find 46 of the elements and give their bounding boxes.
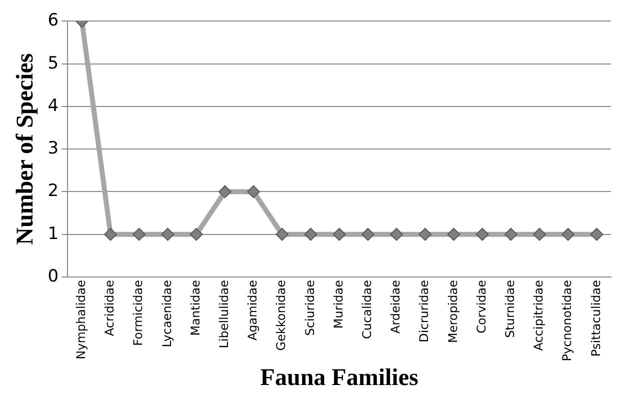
x-tick-label: Mantidae — [188, 280, 202, 336]
x-tick-label: Pycnonotidae — [560, 280, 574, 362]
y-tick-label: 6 — [48, 10, 59, 31]
point — [304, 228, 318, 241]
point — [476, 228, 489, 241]
point — [190, 228, 203, 241]
y-tick-label: 1 — [48, 224, 59, 244]
x-tick-label: Formicidae — [131, 280, 146, 346]
x-tick-label: Accipitridae — [532, 280, 546, 351]
x-tick-label: Gekkonidae — [274, 280, 288, 351]
point — [390, 228, 404, 241]
point — [161, 228, 174, 241]
x-tick-label: Ardeidae — [388, 280, 403, 334]
point — [418, 228, 432, 241]
point — [533, 228, 546, 241]
point — [218, 185, 232, 198]
x-tick-label: Psittaculidae — [588, 280, 603, 357]
point — [332, 228, 346, 241]
x-tick-label: Agamidae — [246, 280, 260, 341]
y-tick-label: 5 — [48, 53, 59, 74]
x-tick-label: Dicruridae — [417, 280, 432, 342]
x-tick-label: Meropidae — [446, 280, 460, 344]
x-axis-title: Fauna Families — [260, 364, 418, 391]
x-tick-label: Cucalidae — [360, 280, 374, 339]
y-tick-label: 3 — [48, 138, 59, 159]
y-tick-label: 2 — [48, 181, 59, 202]
point — [447, 228, 460, 241]
x-tick-label: Sciuridae — [302, 280, 317, 336]
x-tick-label: Muridae — [331, 280, 346, 329]
x-tick-label: Lycaenidae — [160, 280, 174, 348]
x-tick-label: Nymphalidae — [74, 280, 88, 360]
point — [247, 185, 260, 198]
y-tick-label: 4 — [48, 96, 59, 116]
x-tick-label: Libellulidae — [217, 280, 232, 348]
point — [104, 228, 118, 241]
point — [361, 228, 374, 241]
x-tick-label: Sturnidae — [503, 280, 518, 338]
point — [562, 228, 575, 241]
point — [504, 228, 518, 241]
y-tick-label: 0 — [48, 266, 59, 286]
x-tick-label: Acrididae — [102, 280, 117, 336]
point — [276, 228, 289, 241]
x-tick-label: Corvidae — [474, 280, 488, 334]
point — [132, 228, 146, 241]
y-axis-title: Number of Species — [12, 53, 39, 245]
point — [590, 228, 604, 241]
